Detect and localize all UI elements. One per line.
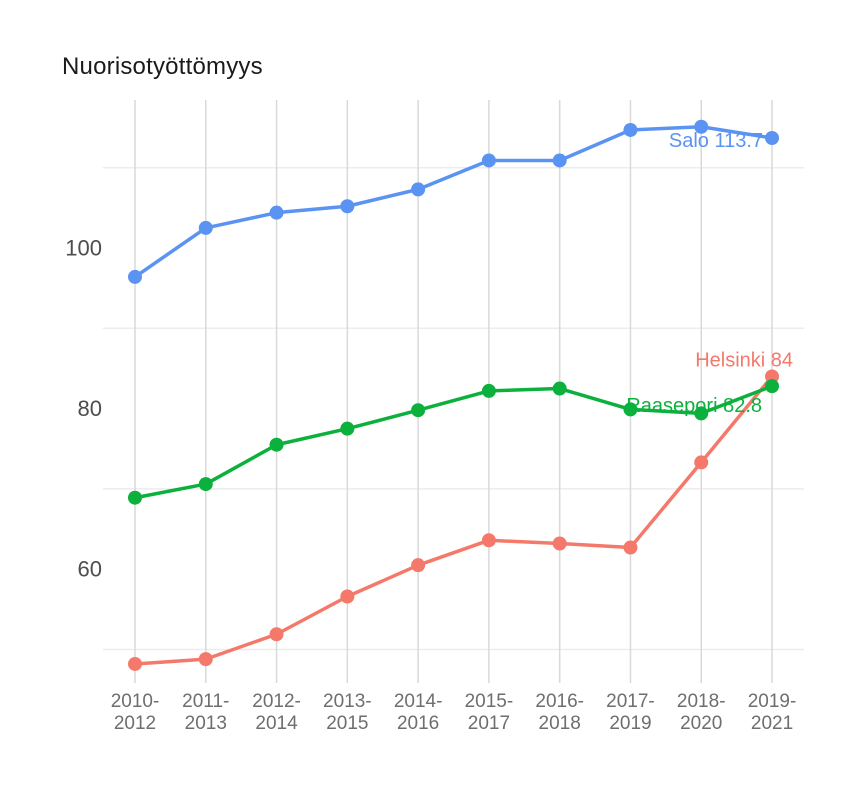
salo-data-point: [340, 199, 355, 214]
helsinki-data-point: [765, 369, 780, 384]
chart-title: Nuorisotyöttömyys: [62, 53, 263, 80]
helsinki-data-point: [340, 589, 355, 604]
salo-data-point: [552, 153, 567, 168]
x-axis-tick-label: 2014-2016: [394, 691, 443, 734]
raasepori-series-label: Raasepori 82.8: [626, 395, 762, 417]
salo-data-point: [623, 122, 638, 137]
raasepori-data-point: [623, 402, 638, 417]
x-axis-tick-label: 2019-2021: [748, 691, 797, 734]
x-axis-tick-label: 2010-2012: [111, 691, 160, 734]
raasepori-data-point: [198, 477, 213, 492]
salo-series-label: Salo 113.7: [669, 130, 763, 152]
helsinki-data-point: [552, 536, 567, 551]
x-axis-tick-label: 2018-2020: [677, 691, 726, 734]
salo-data-point: [694, 119, 709, 134]
helsinki-series-label: Helsinki 84: [695, 349, 793, 371]
salo-data-point: [765, 130, 780, 145]
salo-data-point: [128, 269, 142, 284]
raasepori-data-point: [552, 381, 567, 396]
raasepori-data-point: [269, 437, 284, 452]
raasepori-data-point: [481, 383, 496, 398]
x-axis-tick-label: 2015-2017: [465, 691, 514, 734]
helsinki-data-point: [128, 656, 142, 671]
y-axis-tick-label: 100: [65, 236, 102, 261]
x-axis-tick-label: 2016-2018: [535, 691, 584, 734]
helsinki-data-point: [694, 455, 709, 470]
salo-data-point: [411, 182, 426, 197]
salo-data-point: [269, 205, 284, 220]
x-axis-tick-label: 2013-2015: [323, 691, 372, 734]
x-axis-tick-label: 2011-2013: [182, 691, 229, 734]
y-axis-tick-label: 80: [78, 396, 102, 421]
raasepori-data-point: [694, 406, 709, 421]
raasepori-data-point: [340, 421, 355, 436]
helsinki-data-point: [411, 558, 426, 573]
helsinki-data-point: [269, 627, 284, 642]
helsinki-line: [133, 374, 774, 666]
raasepori-data-point: [411, 403, 426, 418]
raasepori-line: [133, 384, 774, 500]
raasepori-data-point: [128, 490, 142, 505]
x-axis-tick-label: 2017-2019: [606, 691, 655, 734]
salo-data-point: [481, 153, 496, 168]
salo-data-point: [198, 220, 213, 235]
raasepori-data-point: [765, 379, 780, 394]
salo-line: [133, 124, 774, 279]
helsinki-data-point: [623, 540, 638, 555]
x-axis-tick-label: 2012-2014: [252, 691, 301, 734]
helsinki-data-point: [198, 652, 213, 667]
helsinki-data-point: [481, 533, 496, 548]
y-axis-tick-label: 60: [78, 557, 102, 582]
